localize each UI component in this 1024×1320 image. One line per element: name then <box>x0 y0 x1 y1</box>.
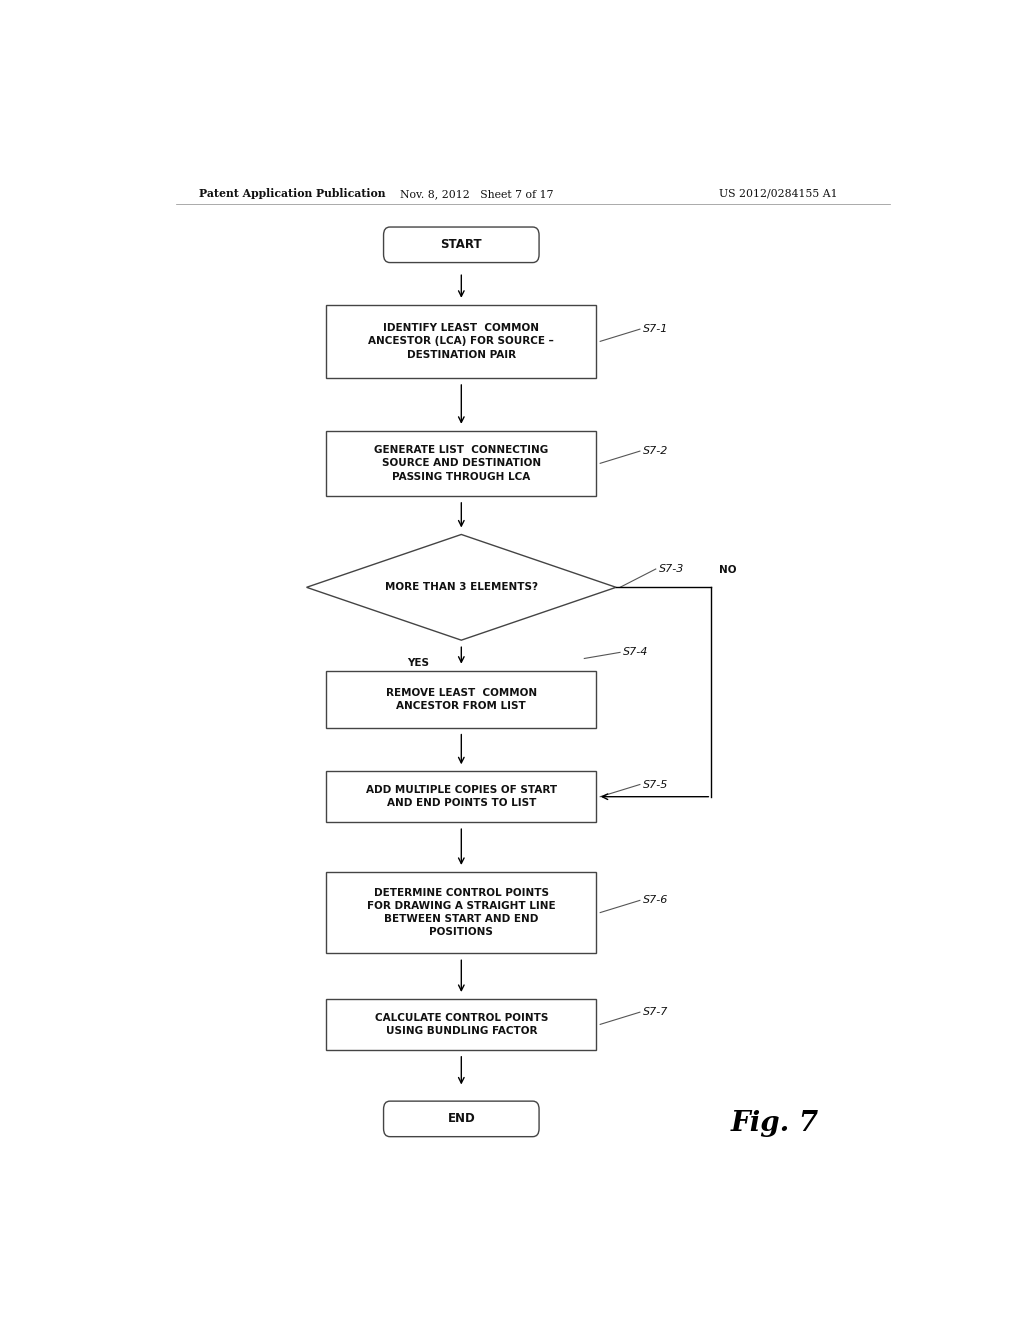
Text: GENERATE LIST  CONNECTING
SOURCE AND DESTINATION
PASSING THROUGH LCA: GENERATE LIST CONNECTING SOURCE AND DEST… <box>374 445 549 482</box>
Text: NO: NO <box>719 565 736 576</box>
Text: Fig. 7: Fig. 7 <box>731 1110 819 1138</box>
Text: US 2012/0284155 A1: US 2012/0284155 A1 <box>720 189 838 199</box>
Text: END: END <box>447 1113 475 1126</box>
Text: YES: YES <box>408 657 430 668</box>
Text: CALCULATE CONTROL POINTS
USING BUNDLING FACTOR: CALCULATE CONTROL POINTS USING BUNDLING … <box>375 1012 548 1036</box>
Text: S7-5: S7-5 <box>643 780 669 789</box>
Bar <box>327 305 596 378</box>
Bar <box>327 671 596 727</box>
FancyBboxPatch shape <box>384 227 539 263</box>
Text: S7-3: S7-3 <box>658 564 684 574</box>
Bar <box>327 873 596 953</box>
Text: DETERMINE CONTROL POINTS
FOR DRAWING A STRAIGHT LINE
BETWEEN START AND END
POSIT: DETERMINE CONTROL POINTS FOR DRAWING A S… <box>367 888 556 937</box>
Text: S7-6: S7-6 <box>643 895 669 906</box>
Text: Nov. 8, 2012   Sheet 7 of 17: Nov. 8, 2012 Sheet 7 of 17 <box>400 189 554 199</box>
Bar <box>327 771 596 822</box>
Text: START: START <box>440 239 482 251</box>
Text: S7-1: S7-1 <box>643 325 669 334</box>
Text: S7-2: S7-2 <box>643 446 669 457</box>
Text: MORE THAN 3 ELEMENTS?: MORE THAN 3 ELEMENTS? <box>385 582 538 593</box>
Text: IDENTIFY LEAST  COMMON
ANCESTOR (LCA) FOR SOURCE –
DESTINATION PAIR: IDENTIFY LEAST COMMON ANCESTOR (LCA) FOR… <box>369 323 554 359</box>
Text: REMOVE LEAST  COMMON
ANCESTOR FROM LIST: REMOVE LEAST COMMON ANCESTOR FROM LIST <box>386 688 537 710</box>
Polygon shape <box>306 535 616 640</box>
Text: Patent Application Publication: Patent Application Publication <box>200 189 386 199</box>
Text: S7-4: S7-4 <box>624 647 648 657</box>
Text: ADD MULTIPLE COPIES OF START
AND END POINTS TO LIST: ADD MULTIPLE COPIES OF START AND END POI… <box>366 785 557 808</box>
Text: S7-7: S7-7 <box>643 1007 669 1018</box>
Bar <box>327 999 596 1049</box>
Bar <box>327 430 596 496</box>
FancyBboxPatch shape <box>384 1101 539 1137</box>
